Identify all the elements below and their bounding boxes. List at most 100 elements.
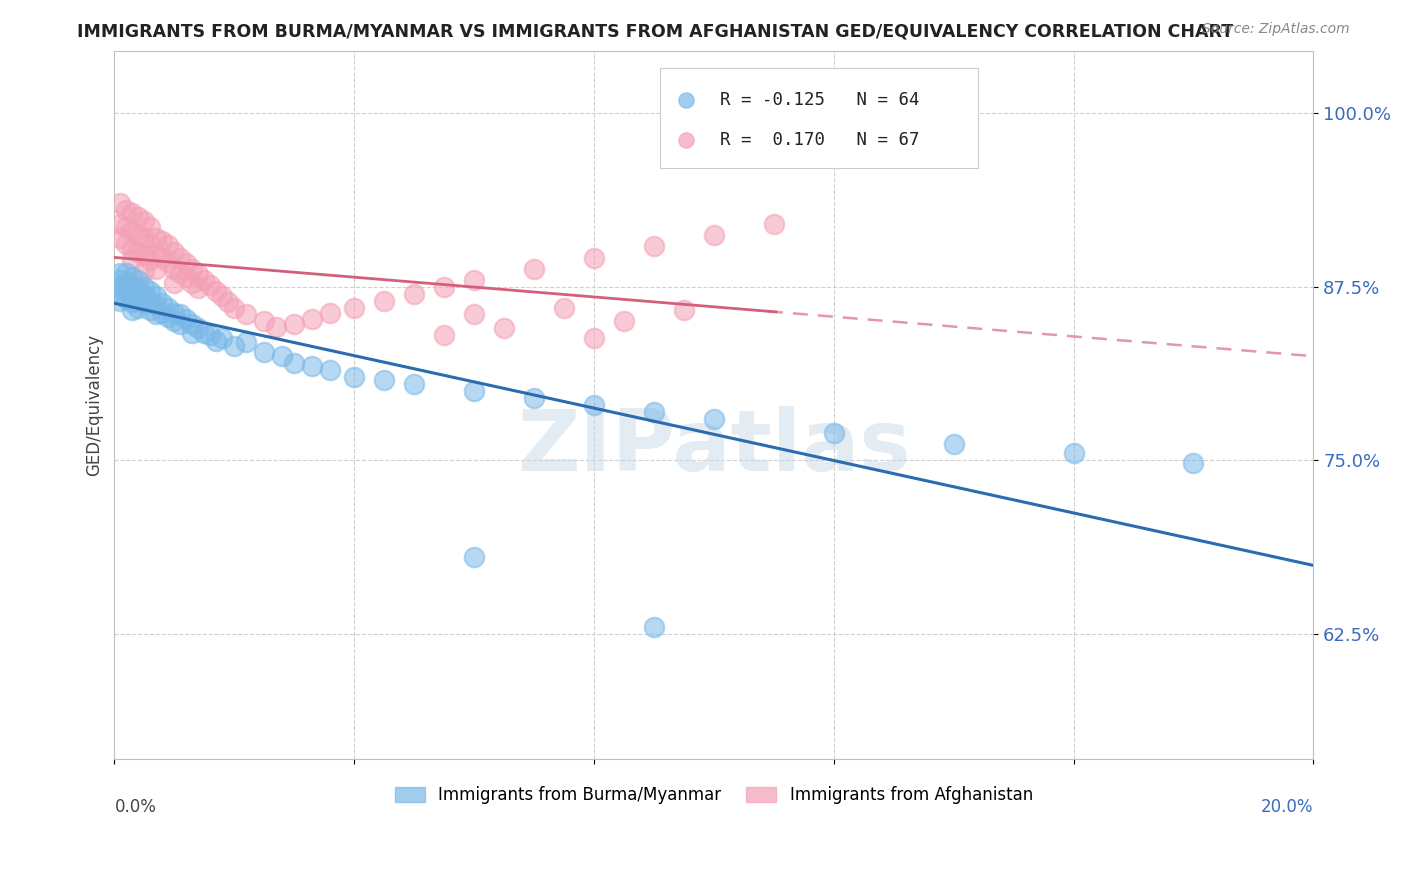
Point <box>343 301 366 315</box>
Point <box>672 303 695 318</box>
Point <box>139 236 162 251</box>
FancyBboxPatch shape <box>659 69 977 168</box>
Point <box>433 279 456 293</box>
Point <box>187 267 209 281</box>
Y-axis label: GED/Equivalency: GED/Equivalency <box>86 334 103 475</box>
Point <box>193 326 215 340</box>
Point <box>110 196 132 211</box>
Point <box>145 248 167 262</box>
Text: IMMIGRANTS FROM BURMA/MYANMAR VS IMMIGRANTS FROM AFGHANISTAN GED/EQUIVALENCY COR: IMMIGRANTS FROM BURMA/MYANMAR VS IMMIGRA… <box>77 22 1233 40</box>
Point <box>145 308 167 322</box>
Point <box>703 411 725 425</box>
Point <box>523 391 546 405</box>
Point <box>942 436 965 450</box>
Point <box>163 261 186 276</box>
Point <box>121 252 143 266</box>
Point <box>181 261 204 276</box>
Point <box>163 314 186 328</box>
Point <box>145 289 167 303</box>
Point <box>643 239 665 253</box>
Point <box>283 356 305 370</box>
Point <box>553 301 575 315</box>
Point <box>150 251 173 265</box>
Point <box>492 321 515 335</box>
Point <box>301 359 323 373</box>
Point <box>301 311 323 326</box>
Point <box>582 398 605 412</box>
Point <box>205 284 228 298</box>
Point <box>193 273 215 287</box>
Point <box>643 620 665 634</box>
Point <box>181 276 204 290</box>
Point <box>187 321 209 335</box>
Point <box>169 251 191 265</box>
Point <box>176 270 198 285</box>
Point <box>115 284 138 298</box>
Point <box>373 373 395 387</box>
Point <box>319 306 342 320</box>
Point <box>157 301 180 315</box>
Point <box>110 231 132 245</box>
Point <box>373 293 395 308</box>
Point <box>115 219 138 234</box>
Point <box>150 296 173 310</box>
Point <box>110 217 132 231</box>
Point <box>176 256 198 270</box>
Point <box>115 236 138 251</box>
Point <box>283 317 305 331</box>
Point <box>134 296 156 310</box>
Point <box>762 217 785 231</box>
Point <box>404 376 426 391</box>
Point <box>139 293 162 308</box>
Point <box>200 328 222 343</box>
Point <box>134 288 156 302</box>
Point <box>157 238 180 252</box>
Point <box>1182 456 1205 470</box>
Point <box>163 276 186 290</box>
Point <box>127 273 149 287</box>
Text: R = -0.125   N = 64: R = -0.125 N = 64 <box>720 91 920 109</box>
Point <box>115 203 138 218</box>
Point <box>235 335 257 350</box>
Point <box>127 292 149 306</box>
Point <box>582 331 605 345</box>
Point <box>613 314 636 328</box>
Point <box>110 293 132 308</box>
Text: ZIPatlas: ZIPatlas <box>517 406 911 489</box>
Point <box>127 245 149 260</box>
Point <box>163 306 186 320</box>
Point <box>127 283 149 297</box>
Point <box>134 279 156 293</box>
Point <box>145 261 167 276</box>
Point <box>163 245 186 260</box>
Point <box>253 345 276 359</box>
Point <box>224 339 246 353</box>
Text: 20.0%: 20.0% <box>1261 797 1313 815</box>
Point <box>1063 446 1085 460</box>
Point <box>463 550 485 565</box>
Point <box>121 278 143 293</box>
Point <box>139 284 162 298</box>
Point <box>110 286 132 301</box>
Point <box>121 224 143 238</box>
Text: 0.0%: 0.0% <box>114 797 156 815</box>
Text: Source: ZipAtlas.com: Source: ZipAtlas.com <box>1202 22 1350 37</box>
Point <box>217 295 239 310</box>
Point <box>110 266 132 280</box>
Point <box>150 306 173 320</box>
Point <box>823 425 845 440</box>
Point <box>139 303 162 318</box>
Point <box>145 298 167 312</box>
Point <box>157 254 180 268</box>
Point <box>121 270 143 285</box>
Point <box>134 214 156 228</box>
Point <box>134 248 156 262</box>
Point <box>121 295 143 310</box>
Point <box>115 266 138 280</box>
Point <box>433 328 456 343</box>
Point <box>139 253 162 268</box>
Point <box>264 320 287 334</box>
Text: R =  0.170   N = 67: R = 0.170 N = 67 <box>720 131 920 149</box>
Point <box>121 242 143 256</box>
Point <box>211 331 233 345</box>
